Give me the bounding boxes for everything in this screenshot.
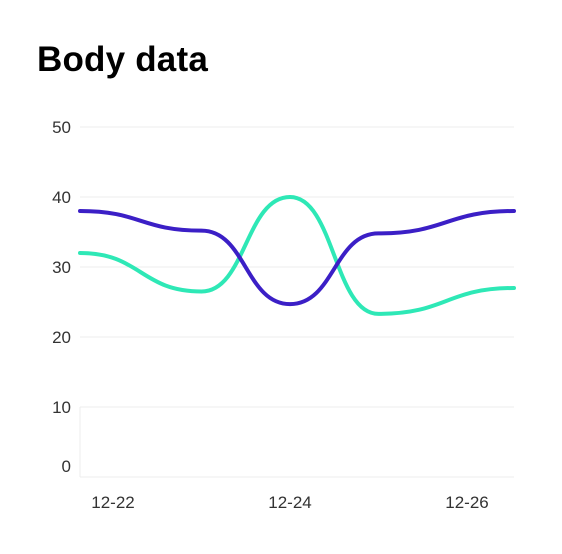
x-tick-label: 12-26	[445, 493, 488, 512]
grid-lines	[79, 126, 514, 478]
y-tick-label: 30	[52, 258, 71, 277]
y-tick-label: 20	[52, 328, 71, 347]
y-tick-label: 10	[52, 398, 71, 417]
y-tick-label: 50	[52, 118, 71, 137]
x-tick-label: 12-24	[268, 493, 311, 512]
y-tick-label: 0	[62, 457, 71, 476]
series-lines	[78, 195, 516, 316]
x-tick-label: 12-22	[91, 493, 134, 512]
series-line-1	[78, 195, 516, 316]
x-axis-ticks: 12-22 12-24 12-26	[91, 493, 488, 512]
chart-title: Body data	[37, 40, 208, 79]
y-axis-ticks: 0 10 20 30 40 50	[52, 118, 71, 476]
y-tick-label: 40	[52, 188, 71, 207]
series-line-2	[78, 209, 516, 307]
